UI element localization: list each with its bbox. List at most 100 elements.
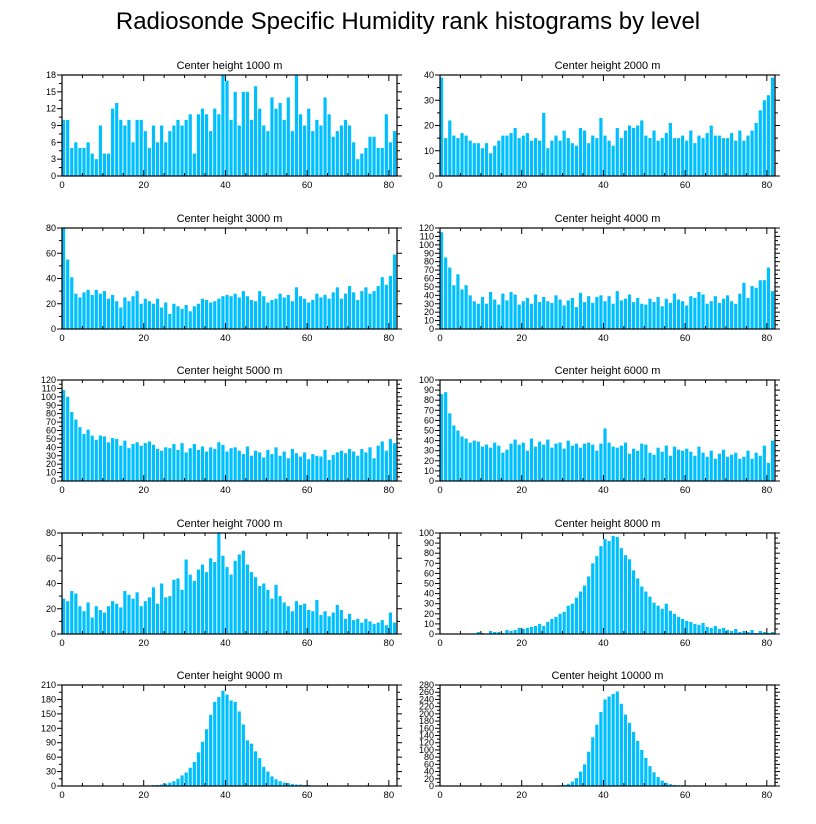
histogram-bar bbox=[155, 449, 160, 481]
histogram-bar bbox=[62, 390, 66, 481]
histogram-bar bbox=[652, 130, 656, 176]
histogram-bar bbox=[607, 541, 611, 634]
histogram-bar bbox=[460, 289, 464, 329]
histogram-bar bbox=[632, 448, 636, 481]
histogram-bar bbox=[513, 439, 517, 481]
histogram-bar bbox=[484, 303, 489, 329]
histogram-bar bbox=[311, 611, 315, 634]
histogram-bar bbox=[139, 303, 143, 329]
histogram-bar bbox=[705, 303, 709, 329]
histogram-bar bbox=[525, 450, 529, 481]
histogram-bar bbox=[94, 289, 98, 329]
histogram-bar bbox=[656, 297, 660, 329]
y-tick-label: 60 bbox=[424, 759, 434, 769]
histogram-bar bbox=[464, 438, 468, 481]
histogram-bar bbox=[143, 298, 147, 329]
y-tick-label: 30 bbox=[424, 95, 434, 105]
histogram-bar bbox=[135, 442, 139, 481]
y-tick-label: 220 bbox=[419, 702, 434, 712]
y-tick-label: 260 bbox=[419, 687, 434, 697]
histogram-bar bbox=[298, 296, 303, 329]
y-tick-label: 50 bbox=[424, 282, 434, 292]
histogram-bar bbox=[62, 228, 66, 329]
histogram-bar bbox=[213, 108, 217, 176]
histogram-bar bbox=[533, 625, 538, 634]
histogram-bar bbox=[98, 435, 102, 481]
histogram-bar bbox=[766, 267, 771, 329]
histogram-bar bbox=[119, 307, 123, 329]
histogram-bar bbox=[78, 297, 82, 329]
histogram-bar bbox=[627, 722, 632, 786]
y-tick-label: 20 bbox=[46, 459, 56, 469]
histogram-bar bbox=[599, 117, 603, 176]
histogram-bar bbox=[86, 142, 90, 176]
histogram-bar bbox=[497, 304, 501, 329]
histogram-bar bbox=[339, 450, 343, 481]
histogram-bar bbox=[717, 302, 721, 329]
histogram-bar bbox=[644, 304, 648, 329]
histogram-bar bbox=[102, 612, 107, 634]
histogram-bar bbox=[501, 452, 505, 481]
histogram-bar bbox=[623, 130, 628, 176]
histogram-bar bbox=[266, 771, 270, 786]
histogram-bar bbox=[685, 140, 689, 176]
histogram-bar bbox=[221, 690, 225, 786]
histogram-bar bbox=[139, 606, 143, 634]
y-tick-label: 0 bbox=[429, 171, 434, 181]
histogram-bar bbox=[468, 442, 472, 481]
histogram-bar bbox=[274, 298, 278, 329]
histogram-bar bbox=[290, 611, 294, 634]
y-tick-label: 40 bbox=[424, 436, 434, 446]
histogram-bar bbox=[290, 784, 294, 786]
x-tick-label: 60 bbox=[302, 790, 313, 801]
histogram-bar bbox=[652, 454, 656, 481]
histogram-bar bbox=[172, 443, 176, 481]
histogram-bar bbox=[521, 301, 525, 329]
histogram-bar bbox=[225, 80, 229, 176]
histogram-bar bbox=[392, 443, 397, 481]
histogram-bar bbox=[343, 618, 348, 634]
y-tick-label: 40 bbox=[424, 70, 434, 80]
histogram-bar bbox=[762, 445, 766, 481]
histogram-bar bbox=[705, 626, 709, 634]
histogram-bar bbox=[143, 601, 147, 634]
panel-title: Center height 8000 m bbox=[555, 518, 661, 530]
histogram-bar bbox=[725, 629, 730, 634]
histogram-bar bbox=[368, 447, 372, 481]
panel-title: Center height 10000 m bbox=[552, 670, 664, 682]
histogram-bar bbox=[619, 703, 623, 786]
histogram-bar bbox=[685, 305, 689, 329]
histogram-bar bbox=[111, 438, 115, 481]
histogram-bar bbox=[709, 125, 713, 176]
histogram-bar bbox=[233, 701, 237, 786]
y-tick-label: 60 bbox=[46, 426, 56, 436]
histogram-bar bbox=[578, 292, 583, 329]
histogram-bar bbox=[693, 623, 697, 634]
histogram-bar bbox=[274, 584, 278, 634]
histogram-bar bbox=[225, 451, 229, 481]
histogram-bar bbox=[225, 294, 229, 329]
histogram-bar bbox=[542, 625, 546, 634]
histogram-bar bbox=[562, 611, 566, 634]
histogram-bar bbox=[533, 138, 538, 176]
histogram-bar bbox=[70, 411, 74, 481]
histogram-bar bbox=[62, 598, 66, 634]
histogram-bar bbox=[697, 291, 701, 329]
x-tick-label: 40 bbox=[220, 638, 231, 649]
histogram-bar bbox=[660, 608, 664, 634]
histogram-bar bbox=[352, 292, 356, 329]
histogram-bar bbox=[131, 142, 135, 176]
histogram-bar bbox=[147, 301, 151, 329]
panel-title: Center height 2000 m bbox=[555, 60, 661, 72]
histogram-bar bbox=[476, 143, 480, 176]
y-tick-label: 10 bbox=[424, 619, 434, 629]
histogram-bar bbox=[705, 133, 709, 176]
x-tick-label: 40 bbox=[220, 790, 231, 801]
histogram-bar bbox=[339, 298, 343, 329]
histogram-bar bbox=[738, 631, 742, 634]
histogram-bar bbox=[364, 287, 368, 329]
histogram-bar bbox=[311, 454, 315, 481]
y-tick-label: 120 bbox=[41, 375, 56, 385]
histogram-bar bbox=[730, 133, 734, 176]
histogram-bar bbox=[640, 586, 644, 634]
